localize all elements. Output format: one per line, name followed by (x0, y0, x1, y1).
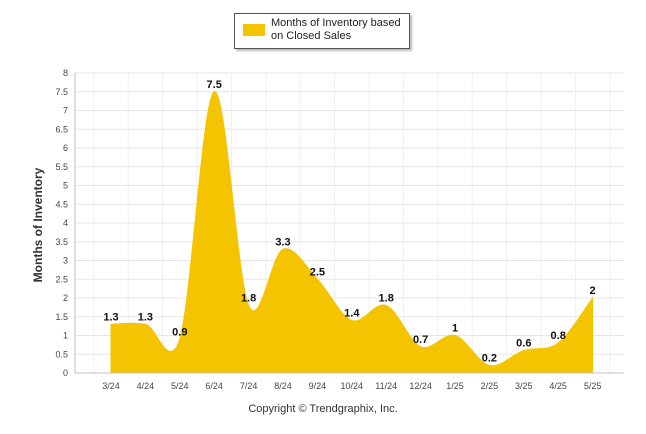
y-tick-label: 7 (63, 106, 68, 116)
legend-label: Months of Inventory based on Closed Sale… (271, 17, 401, 42)
x-tick-label: 2/25 (481, 381, 499, 391)
y-tick-label: 0.5 (55, 349, 68, 359)
x-tick-label: 1/25 (446, 381, 464, 391)
area-series (110, 91, 594, 374)
legend: Months of Inventory based on Closed Sale… (234, 13, 410, 49)
x-tick-label: 10/24 (341, 381, 364, 391)
data-label: 1 (452, 323, 458, 335)
x-tick-label: 8/24 (274, 381, 292, 391)
y-tick-label: 5 (63, 181, 68, 191)
y-tick-label: 2 (63, 293, 68, 303)
data-label: 2 (590, 285, 596, 297)
y-tick-label: 4.5 (55, 199, 68, 209)
y-tick-label: 7.5 (55, 87, 68, 97)
y-tick-label: 1 (63, 331, 68, 341)
axes: 0 0.5 1 1.5 2 2.5 3 3.5 4 4.5 5 5.5 6 6.5 7 7.5 8 3/24 4/2… (55, 68, 624, 391)
x-tick-label: 6/24 (205, 381, 223, 391)
x-tick-label: 5/25 (584, 381, 602, 391)
data-label: 3.3 (275, 236, 290, 248)
y-axis-title: Months of Inventory (31, 167, 45, 282)
series-area (110, 91, 594, 374)
data-label: 0.9 (172, 326, 187, 338)
data-label: 1.3 (138, 311, 153, 323)
y-tick-label: 6 (63, 143, 68, 153)
x-tick-label: 9/24 (309, 381, 327, 391)
y-tick-label: 5.5 (55, 162, 68, 172)
x-tick-label: 3/24 (102, 381, 120, 391)
data-label: 7.5 (207, 79, 222, 91)
y-tick-label: 6.5 (55, 124, 68, 134)
x-tick-label: 4/24 (137, 381, 155, 391)
x-tick-label: 7/24 (240, 381, 258, 391)
y-tick-label: 4 (63, 218, 68, 228)
x-tick-label: 12/24 (409, 381, 432, 391)
data-label: 1.3 (103, 311, 118, 323)
data-label: 1.8 (379, 293, 394, 305)
y-tick-label: 2.5 (55, 274, 68, 284)
copyright-footer: Copyright © Trendgraphix, Inc. (248, 403, 398, 415)
y-tick-label: 1.5 (55, 312, 68, 322)
x-tick-label: 4/25 (549, 381, 567, 391)
data-label: 0.6 (516, 338, 531, 350)
y-tick-label: 0 (63, 368, 68, 378)
y-tick-label: 3.5 (55, 237, 68, 247)
data-label: 0.7 (413, 334, 428, 346)
data-label: 0.2 (482, 353, 497, 365)
data-label: 1.4 (344, 308, 360, 320)
x-tick-label: 11/24 (375, 381, 397, 391)
data-labels: 1.3 1.3 0.9 7.5 1.8 3.3 2.5 1.4 1.8 0.7 1 0.2 0.6 0.8… (103, 79, 595, 365)
data-label: 0.8 (551, 330, 566, 342)
data-label: 1.8 (241, 293, 256, 305)
data-label: 2.5 (310, 266, 325, 278)
x-tick-label: 3/25 (515, 381, 533, 391)
x-tick-label: 5/24 (171, 381, 189, 391)
y-tick-label: 8 (63, 68, 68, 78)
legend-swatch (243, 24, 265, 36)
y-tick-label: 3 (63, 256, 68, 266)
